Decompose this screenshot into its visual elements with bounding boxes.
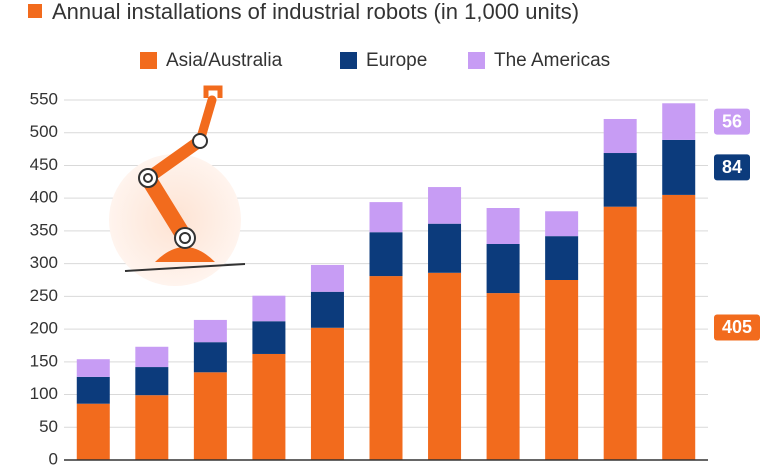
bar-segment (545, 280, 579, 460)
value-label: 405 (722, 317, 752, 337)
legend-swatch (468, 52, 485, 69)
y-tick-label: 450 (30, 155, 58, 174)
bar-segment (603, 153, 637, 207)
bar-segment (310, 327, 344, 460)
value-label: 84 (722, 157, 742, 177)
bar-segment (76, 376, 110, 404)
bar-segment (193, 342, 227, 373)
bar-segment (545, 211, 579, 237)
value-label: 56 (722, 111, 742, 131)
bar-segment (603, 206, 637, 460)
y-tick-label: 150 (30, 351, 58, 370)
y-tick-label: 200 (30, 319, 58, 338)
bar-segment (662, 103, 696, 140)
bar-segment (193, 372, 227, 460)
bar-segment (252, 295, 286, 322)
legend-label: Asia/Australia (166, 50, 283, 71)
robot-illustration (109, 85, 246, 286)
bar-segment (135, 346, 169, 368)
bar-segment (76, 403, 110, 460)
bar-segment (428, 223, 462, 273)
bar-segment (252, 321, 286, 354)
bar-segment (545, 236, 579, 280)
bar-segment (603, 118, 637, 154)
title-marker (28, 4, 42, 18)
bar-segment (135, 395, 169, 460)
y-tick-label: 350 (30, 220, 58, 239)
bar-segment (486, 244, 520, 294)
bar-segment (486, 293, 520, 460)
bar-segment (662, 194, 696, 460)
bar-segment (369, 232, 403, 277)
bar-segment (76, 359, 110, 377)
y-tick-label: 250 (30, 286, 58, 305)
y-tick-label: 50 (39, 417, 58, 436)
y-tick-label: 300 (30, 253, 58, 272)
y-tick-label: 0 (49, 449, 58, 468)
y-tick-label: 100 (30, 384, 58, 403)
legend-swatch (140, 52, 157, 69)
bar-segment (486, 208, 520, 244)
bar-segment (662, 139, 696, 195)
value-label-box (714, 314, 760, 341)
bar-segment (135, 367, 169, 396)
y-tick-label: 400 (30, 188, 58, 207)
bar-segment (252, 353, 286, 460)
bar-segment (428, 187, 462, 224)
y-tick-label: 500 (30, 122, 58, 141)
legend-label: The Americas (494, 50, 610, 71)
chart-title: Annual installations of industrial robot… (52, 0, 579, 24)
value-label-box (714, 154, 750, 181)
bar-segment (193, 319, 227, 343)
legend-label: Europe (366, 50, 427, 71)
value-label-box (714, 108, 750, 135)
y-tick-label: 550 (30, 89, 58, 108)
legend-swatch (340, 52, 357, 69)
bar-segment (428, 272, 462, 460)
bar-segment (369, 202, 403, 233)
bar-segment (310, 291, 344, 328)
bar-segment (310, 264, 344, 292)
bar-segment (369, 276, 403, 460)
